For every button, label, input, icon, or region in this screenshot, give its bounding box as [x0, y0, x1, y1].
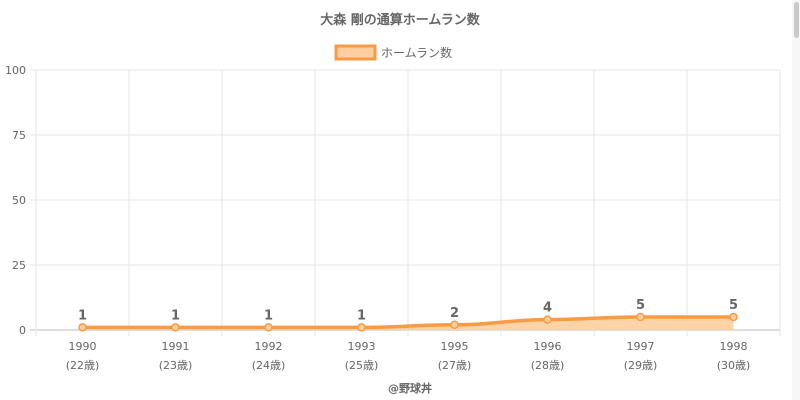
- data-point: [78, 323, 87, 332]
- x-tick-sublabel: (23歳): [159, 359, 193, 372]
- data-label: 1: [357, 308, 366, 323]
- data-point: [729, 312, 738, 322]
- x-tick-sublabel: (27歳): [438, 359, 472, 372]
- y-axis: 0 25 50 75 100: [5, 64, 26, 337]
- data-label: 1: [264, 308, 273, 323]
- x-tick-label: 1991: [162, 340, 190, 353]
- data-label: 2: [450, 306, 459, 321]
- x-tick-sublabel: (30歳): [717, 359, 751, 372]
- credit-text: @野球丼: [388, 381, 432, 395]
- data-point: [543, 315, 552, 324]
- x-tick-label: 1998: [720, 340, 748, 353]
- data-label: 5: [636, 298, 645, 313]
- scrollbar-thumb[interactable]: [794, 2, 799, 38]
- data-label: 4: [543, 301, 552, 316]
- x-tick-label: 1995: [441, 340, 469, 353]
- data-label: 5: [729, 298, 738, 313]
- legend[interactable]: ホームラン数: [334, 44, 452, 61]
- data-label: 1: [78, 308, 87, 323]
- legend-label: ホームラン数: [381, 45, 452, 60]
- x-tick-sublabel: (22歳): [66, 359, 100, 372]
- x-tick-label: 1990: [69, 340, 97, 353]
- series-homeruns: [78, 312, 738, 332]
- x-tick-label: 1996: [534, 340, 562, 353]
- y-tick-label: 50: [12, 194, 26, 207]
- y-tick-label: 0: [19, 324, 26, 337]
- x-tick-sublabel: (28歳): [531, 359, 565, 372]
- x-tick-label: 1997: [627, 340, 655, 353]
- data-point: [450, 320, 459, 330]
- x-tick-sublabel: (24歳): [252, 359, 286, 372]
- x-tick-sublabel: (25歳): [345, 359, 379, 372]
- series-line: [80, 315, 736, 330]
- data-labels: 1 1 1 1 2 4 5 5: [78, 298, 738, 323]
- legend-swatch: [334, 44, 377, 61]
- chart-title: 大森 剛の通算ホームラン数: [320, 12, 480, 28]
- data-label: 1: [171, 308, 180, 323]
- y-tick-label: 100: [5, 64, 26, 77]
- x-tick-label: 1992: [255, 340, 283, 353]
- data-point: [636, 312, 645, 322]
- x-tick-sublabel: (29歳): [624, 359, 658, 372]
- data-point: [264, 323, 273, 332]
- data-point: [171, 323, 180, 332]
- y-tick-label: 25: [12, 259, 26, 272]
- x-tick-label: 1993: [348, 340, 376, 353]
- y-tick-label: 75: [12, 129, 26, 142]
- x-axis: 1990 (22歳) 1991 (23歳) 1992 (24歳) 1993 (25歳) 1995…: [66, 340, 751, 372]
- scrollbar[interactable]: [792, 0, 800, 400]
- data-point: [357, 323, 366, 332]
- grid: [30, 69, 781, 336]
